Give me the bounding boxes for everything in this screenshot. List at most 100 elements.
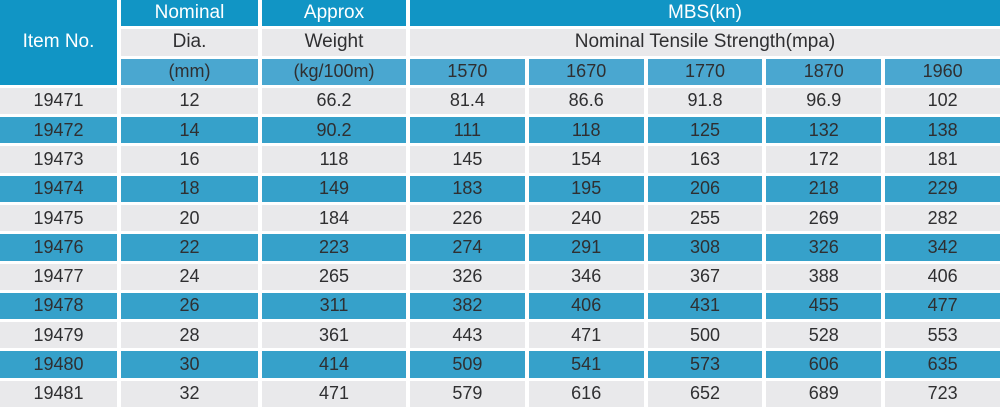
weight-cell: 66.2: [262, 87, 406, 115]
mbs-cell: 240: [528, 205, 644, 232]
weight-cell: 265: [262, 263, 406, 290]
mbs-cell: 689: [766, 380, 882, 407]
mbs-cell: 154: [528, 146, 644, 173]
strength-grade-header: 1960: [885, 58, 1000, 85]
mbs-cell: 308: [647, 234, 763, 261]
dia-cell: 22: [121, 234, 258, 261]
mbs-cell: 346: [528, 263, 644, 290]
dia-cell: 20: [121, 205, 258, 232]
mbs-cell: 91.8: [647, 87, 763, 115]
dia-cell: 14: [121, 117, 258, 144]
mbs-cell: 573: [647, 351, 763, 378]
item-no-cell: 19475: [0, 205, 117, 232]
dia-cell: 30: [121, 351, 258, 378]
mbs-cell: 145: [410, 146, 525, 173]
mbs-cell: 183: [410, 175, 525, 202]
weight-cell: 184: [262, 205, 406, 232]
weight-cell: 118: [262, 146, 406, 173]
mbs-cell: 606: [766, 351, 882, 378]
mbs-cell: 218: [766, 175, 882, 202]
weight-cell: 311: [262, 292, 406, 320]
mbs-cell: 81.4: [410, 87, 525, 115]
kg-unit-header: (kg/100m): [262, 58, 406, 85]
mbs-cell: 406: [885, 263, 1000, 290]
mbs-cell: 382: [410, 292, 525, 320]
item-no-cell: 19471: [0, 87, 117, 115]
mbs-cell: 163: [647, 146, 763, 173]
dia-cell: 12: [121, 87, 258, 115]
dia-cell: 18: [121, 175, 258, 202]
item-no-cell: 19479: [0, 322, 117, 349]
dia-cell: 16: [121, 146, 258, 173]
weight-cell: 223: [262, 234, 406, 261]
nominal-header: Nominal: [121, 0, 258, 27]
item-no-header: Item No.: [0, 0, 117, 85]
item-no-cell: 19478: [0, 292, 117, 320]
mbs-cell: 125: [647, 117, 763, 144]
dia-header: Dia.: [121, 29, 258, 56]
weight-cell: 361: [262, 322, 406, 349]
item-no-cell: 19474: [0, 175, 117, 202]
mbs-cell: 102: [885, 87, 1000, 115]
mbs-cell: 226: [410, 205, 525, 232]
mbs-cell: 406: [528, 292, 644, 320]
strength-grade-header: 1870: [766, 58, 882, 85]
item-no-cell: 19477: [0, 263, 117, 290]
item-no-cell: 19480: [0, 351, 117, 378]
mbs-cell: 229: [885, 175, 1000, 202]
mbs-cell: 255: [647, 205, 763, 232]
mbs-cell: 172: [766, 146, 882, 173]
mbs-cell: 455: [766, 292, 882, 320]
mbs-cell: 652: [647, 380, 763, 407]
strength-grade-header: 1670: [528, 58, 644, 85]
mbs-cell: 553: [885, 322, 1000, 349]
weight-cell: 414: [262, 351, 406, 378]
mbs-cell: 86.6: [528, 87, 644, 115]
mbs-cell: 367: [647, 263, 763, 290]
mbs-cell: 274: [410, 234, 525, 261]
mbs-cell: 326: [766, 234, 882, 261]
item-no-cell: 19472: [0, 117, 117, 144]
mbs-cell: 206: [647, 175, 763, 202]
mbs-cell: 477: [885, 292, 1000, 320]
mbs-cell: 443: [410, 322, 525, 349]
weight-cell: 149: [262, 175, 406, 202]
item-no-cell: 19476: [0, 234, 117, 261]
mbs-cell: 579: [410, 380, 525, 407]
mbs-cell: 118: [528, 117, 644, 144]
weight-cell: 90.2: [262, 117, 406, 144]
weight-header: Weight: [262, 29, 406, 56]
mbs-cell: 291: [528, 234, 644, 261]
dia-cell: 32: [121, 380, 258, 407]
mbs-cell: 138: [885, 117, 1000, 144]
mbs-cell: 388: [766, 263, 882, 290]
item-no-cell: 19481: [0, 380, 117, 407]
tensile-strength-subheader: Nominal Tensile Strength(mpa): [410, 29, 1000, 56]
mbs-cell: 195: [528, 175, 644, 202]
dia-cell: 24: [121, 263, 258, 290]
mbs-cell: 500: [647, 322, 763, 349]
mbs-group-header: MBS(kn): [410, 0, 1000, 27]
mbs-cell: 541: [528, 351, 644, 378]
dia-cell: 28: [121, 322, 258, 349]
mbs-cell: 509: [410, 351, 525, 378]
mbs-cell: 132: [766, 117, 882, 144]
mbs-cell: 96.9: [766, 87, 882, 115]
mbs-cell: 431: [647, 292, 763, 320]
approx-header: Approx: [262, 0, 406, 27]
mbs-cell: 471: [528, 322, 644, 349]
dia-cell: 26: [121, 292, 258, 320]
strength-grade-header: 1570: [410, 58, 525, 85]
mbs-cell: 282: [885, 205, 1000, 232]
mbs-cell: 269: [766, 205, 882, 232]
mbs-cell: 723: [885, 380, 1000, 407]
mbs-cell: 342: [885, 234, 1000, 261]
item-no-cell: 19473: [0, 146, 117, 173]
mbs-cell: 111: [410, 117, 525, 144]
mbs-cell: 326: [410, 263, 525, 290]
mm-unit-header: (mm): [121, 58, 258, 85]
weight-cell: 471: [262, 380, 406, 407]
mbs-cell: 616: [528, 380, 644, 407]
mbs-cell: 635: [885, 351, 1000, 378]
